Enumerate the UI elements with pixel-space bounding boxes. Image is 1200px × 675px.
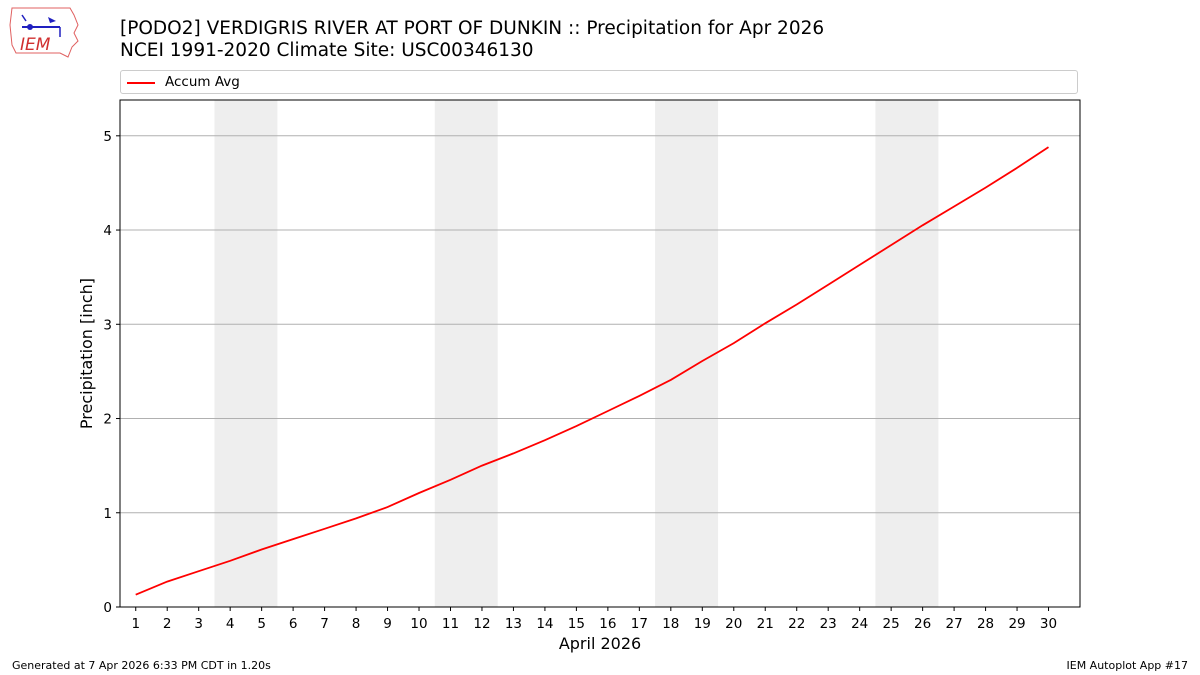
weekend-band — [875, 100, 939, 607]
weekend-band — [655, 100, 719, 607]
x-tick-label: 15 — [568, 616, 585, 632]
x-tick-label: 29 — [1008, 616, 1025, 632]
x-tick-label: 28 — [977, 616, 994, 632]
app-label: IEM Autoplot App #17 — [1066, 659, 1189, 672]
x-tick-label: 16 — [599, 616, 616, 632]
x-tick-label: 22 — [788, 616, 805, 632]
logo-text: IEM — [20, 35, 51, 55]
x-tick-label: 30 — [1040, 616, 1057, 632]
x-tick-label: 17 — [631, 616, 648, 632]
x-tick-label: 5 — [257, 616, 266, 632]
legend-label-accum-avg: Accum Avg — [165, 74, 240, 90]
x-tick-label: 27 — [946, 616, 963, 632]
series-line-accum-avg — [135, 146, 1049, 596]
y-tick-label: 3 — [103, 317, 112, 333]
legend-swatch-accum-avg — [127, 82, 155, 84]
x-tick-label: 11 — [442, 616, 459, 632]
x-tick-label: 14 — [536, 616, 553, 632]
x-tick-label: 19 — [694, 616, 711, 632]
y-tick-label: 1 — [103, 506, 112, 522]
generated-timestamp: Generated at 7 Apr 2026 6:33 PM CDT in 1… — [12, 659, 271, 672]
x-tick-label: 6 — [289, 616, 298, 632]
x-tick-label: 25 — [883, 616, 900, 632]
legend: Accum Avg — [120, 70, 1078, 94]
y-tick-label: 2 — [103, 412, 112, 428]
x-axis-label: April 2026 — [559, 634, 641, 653]
x-tick-label: 21 — [757, 616, 774, 632]
x-tick-label: 18 — [662, 616, 679, 632]
x-tick-label: 2 — [163, 616, 172, 632]
x-tick-label: 24 — [851, 616, 868, 632]
y-tick-label: 4 — [103, 223, 112, 239]
chart-title: [PODO2] VERDIGRIS RIVER AT PORT OF DUNKI… — [120, 18, 824, 62]
x-tick-label: 13 — [505, 616, 522, 632]
x-tick-label: 3 — [194, 616, 203, 632]
title-line-2: NCEI 1991-2020 Climate Site: USC00346130 — [120, 40, 534, 61]
y-axis-label: Precipitation [inch] — [77, 278, 96, 429]
x-tick-label: 8 — [352, 616, 361, 632]
x-tick-label: 23 — [820, 616, 837, 632]
x-tick-label: 20 — [725, 616, 742, 632]
title-line-1: [PODO2] VERDIGRIS RIVER AT PORT OF DUNKI… — [120, 18, 825, 39]
x-tick-label: 26 — [914, 616, 931, 632]
iowa-outline-icon — [9, 7, 79, 58]
y-tick-label: 0 — [103, 600, 112, 616]
y-tick-label: 5 — [103, 129, 112, 145]
x-tick-label: 7 — [320, 616, 329, 632]
x-tick-label: 10 — [410, 616, 427, 632]
plot-frame — [119, 99, 1081, 608]
x-tick-label: 9 — [383, 616, 392, 632]
weekend-band — [434, 100, 498, 607]
weekend-band — [214, 100, 278, 607]
x-tick-label: 1 — [131, 616, 140, 632]
x-tick-label: 4 — [226, 616, 235, 632]
iem-logo: IEM — [9, 7, 79, 58]
x-tick-label: 12 — [473, 616, 490, 632]
